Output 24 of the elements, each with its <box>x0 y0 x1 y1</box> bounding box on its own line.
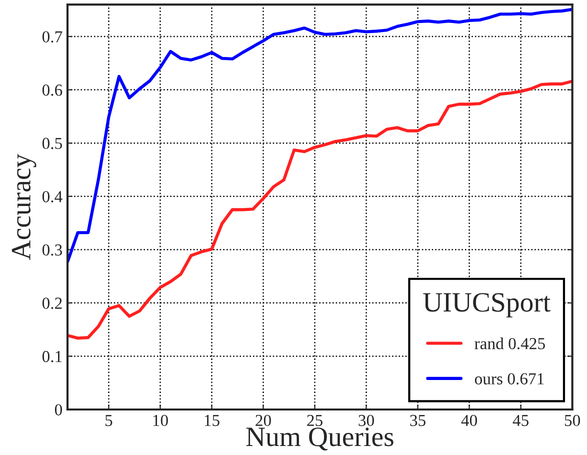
line-series <box>68 8 572 264</box>
x-axis-title: Num Queries <box>246 428 394 450</box>
x-tick-label: 30 <box>358 414 374 426</box>
y-tick-label: 0.1 <box>42 350 62 362</box>
legend-title: UIUCSport <box>423 293 550 318</box>
y-tick-label: 0.2 <box>42 298 62 309</box>
legend-label: ours 0.671 <box>474 373 544 385</box>
x-tick-label: 20 <box>256 414 271 426</box>
x-tick-label: 40 <box>461 414 477 426</box>
x-tick-label: 50 <box>564 414 580 426</box>
y-tick-label: 0.6 <box>42 84 62 96</box>
x-tick-label: 10 <box>153 414 168 426</box>
x-tick-label: 15 <box>204 414 220 426</box>
y-tick-label: 0 <box>54 404 62 416</box>
legend-label: rand 0.425 <box>474 338 545 350</box>
x-tick-label: 25 <box>307 414 322 426</box>
y-axis-title: Accuracy <box>12 154 36 260</box>
x-tick-label: 5 <box>106 415 112 426</box>
y-tick-label: 0.7 <box>42 31 62 43</box>
y-tick-label: 0.5 <box>42 138 62 150</box>
x-tick-label: 35 <box>410 414 426 426</box>
x-tick-label: 45 <box>512 414 528 426</box>
y-tick-label: 0.4 <box>42 191 62 202</box>
y-tick-label: 0.3 <box>42 244 62 256</box>
